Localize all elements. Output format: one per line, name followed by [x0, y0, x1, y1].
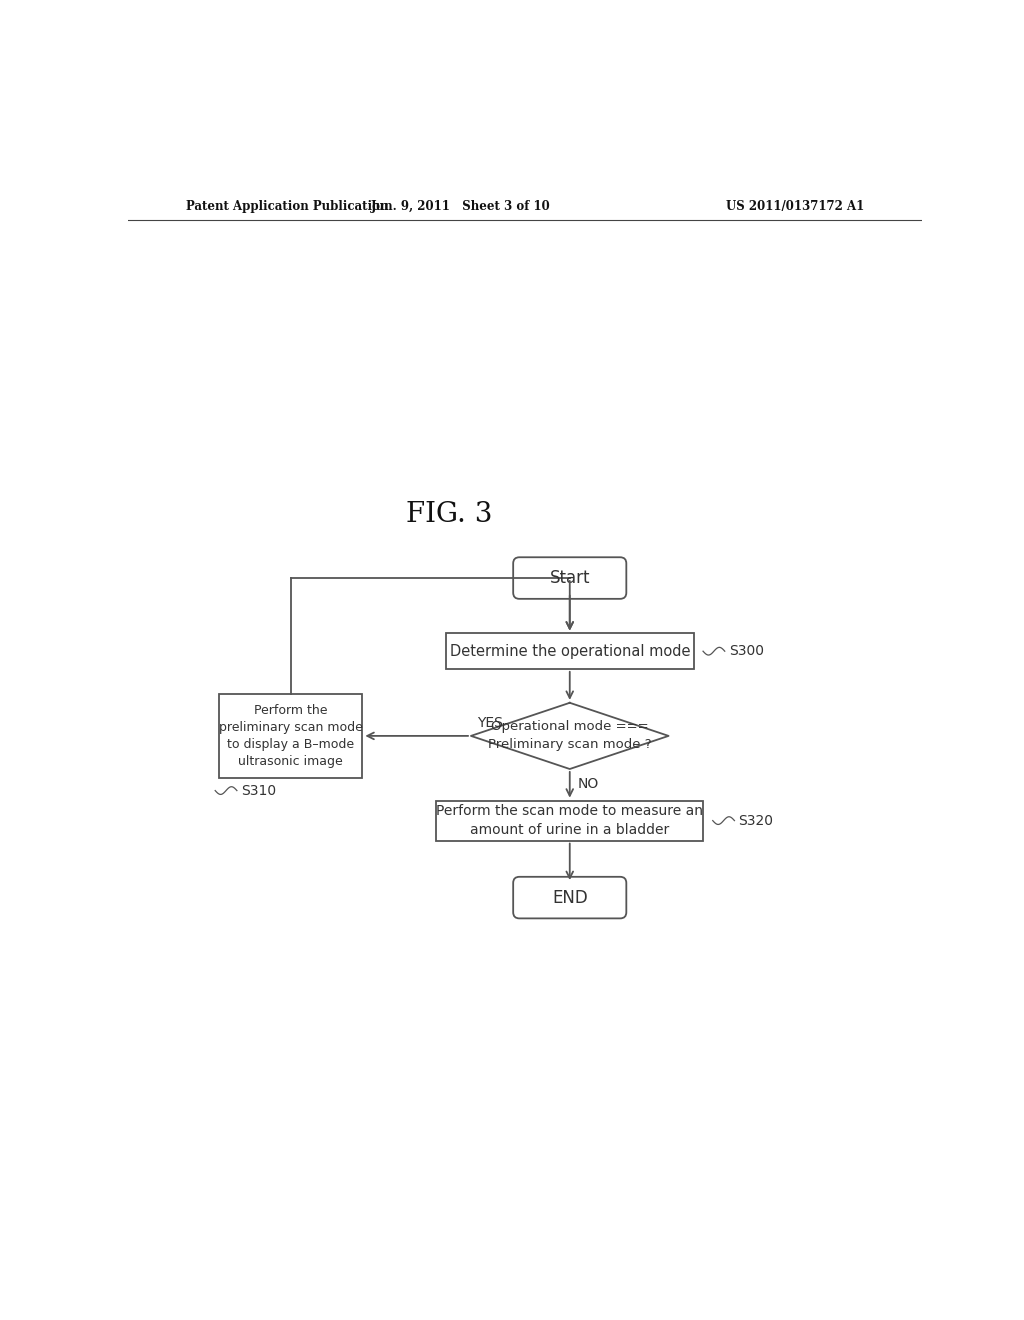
Text: Perform the
preliminary scan mode
to display a B–mode
ultrasonic image: Perform the preliminary scan mode to dis… — [219, 704, 362, 768]
Text: Jun. 9, 2011   Sheet 3 of 10: Jun. 9, 2011 Sheet 3 of 10 — [372, 199, 551, 213]
FancyBboxPatch shape — [513, 557, 627, 599]
Text: Determine the operational mode: Determine the operational mode — [450, 644, 690, 659]
Bar — [219, 693, 362, 779]
Text: NO: NO — [578, 776, 599, 791]
Text: Operational mode ===
Preliminary scan mode ?: Operational mode === Preliminary scan mo… — [488, 721, 651, 751]
Text: S310: S310 — [241, 784, 275, 797]
Text: S300: S300 — [729, 644, 764, 659]
Text: S320: S320 — [738, 813, 773, 828]
Text: FIG. 3: FIG. 3 — [407, 502, 493, 528]
Bar — [436, 800, 703, 841]
Text: END: END — [552, 888, 588, 907]
Text: Patent Application Publication: Patent Application Publication — [186, 199, 389, 213]
Bar — [445, 634, 693, 669]
Text: US 2011/0137172 A1: US 2011/0137172 A1 — [726, 199, 864, 213]
Text: YES: YES — [477, 715, 503, 730]
FancyBboxPatch shape — [513, 876, 627, 919]
Text: Perform the scan mode to measure an
amount of urine in a bladder: Perform the scan mode to measure an amou… — [436, 804, 703, 837]
Text: Start: Start — [550, 569, 590, 587]
